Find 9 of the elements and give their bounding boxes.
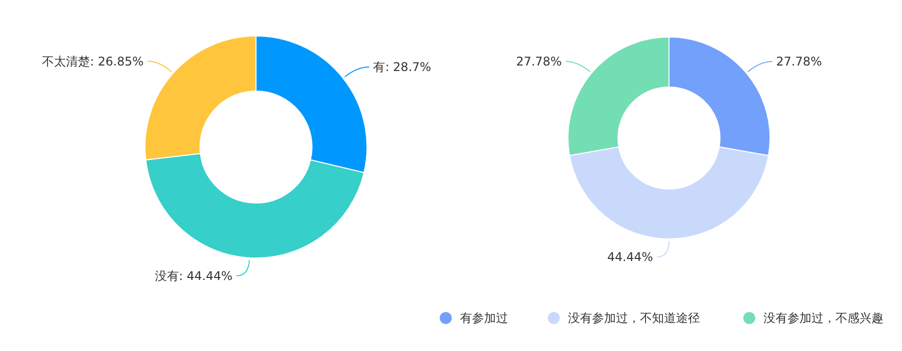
slice-label: 不太清楚: 26.85%: [42, 54, 144, 68]
legend-label: 没有参加过，不感兴趣: [763, 311, 884, 326]
slice-label: 没有: 44.44%: [154, 268, 233, 283]
data-label: 44.44%: [607, 250, 653, 264]
data-label: 27.78%: [776, 54, 822, 69]
slice-label: 有: 28.7%: [373, 60, 432, 74]
legend-label: 没有参加过，不知道途径: [568, 311, 700, 326]
data-label: 27.78%: [516, 54, 562, 69]
legend-label: 有参加过: [460, 311, 508, 326]
